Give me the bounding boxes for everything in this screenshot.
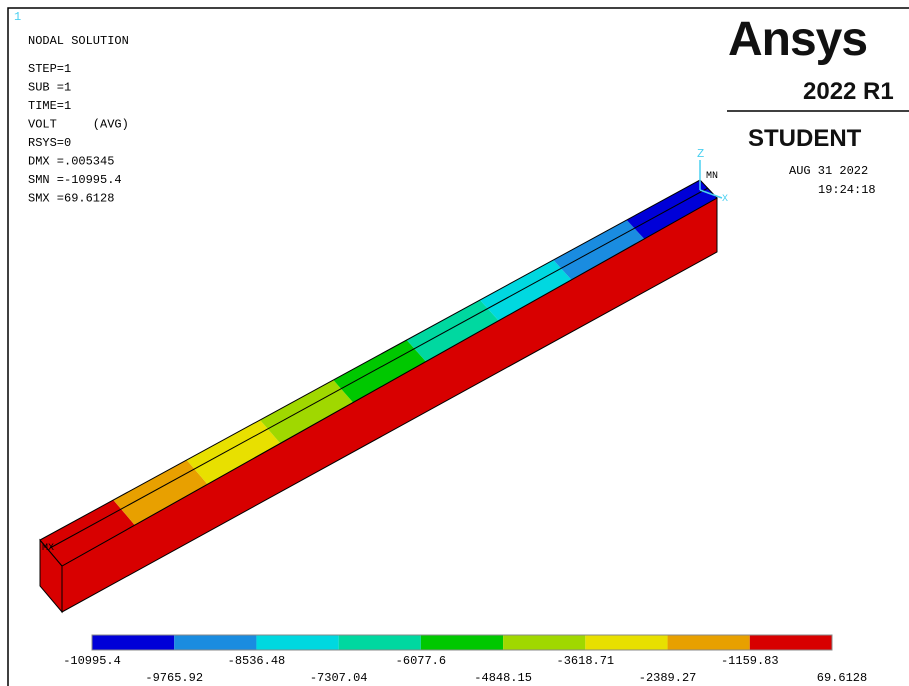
legend-label: -4848.15 [474,671,532,685]
legend-swatch [256,635,338,650]
legend-label: 69.6128 [817,671,867,685]
legend-swatch [750,635,832,650]
min-marker: MN [706,171,718,182]
date: AUG 31 2022 [789,164,868,178]
max-marker: MX [42,543,54,554]
legend-label: -1159.83 [721,654,779,668]
info-line: RSYS=0 [28,136,71,150]
logo-edition: STUDENT [748,125,862,152]
legend-label: -7307.04 [310,671,368,685]
info-line: TIME=1 [28,99,71,113]
legend-swatch [668,635,750,650]
info-line: SUB =1 [28,81,71,95]
legend-swatch [92,635,174,650]
axis-z-label: Z [697,147,704,161]
legend-label: -2389.27 [639,671,697,685]
legend-swatch [339,635,421,650]
info-title: NODAL SOLUTION [28,34,129,48]
legend-swatch [503,635,585,650]
legend-label: -8536.48 [228,654,286,668]
info-line: STEP=1 [28,62,71,76]
axis-x-label: X [722,194,728,205]
info-line: DMX =.005345 [28,155,114,169]
window-number: 1 [14,10,21,24]
legend-label: -10995.4 [63,654,121,668]
legend-swatch [421,635,503,650]
time: 19:24:18 [818,183,876,197]
logo-version: 2022 R1 [803,78,894,105]
viewport: 1 NODAL SOLUTION STEP=1 SUB =1 TIME=1 VOLT … [0,0,909,686]
logo-brand: Ansys [728,13,867,66]
legend-swatch [174,635,256,650]
legend-label: -3618.71 [557,654,615,668]
legend-swatch [585,635,667,650]
legend-label: -6077.6 [396,654,446,668]
legend-label: -9765.92 [145,671,203,685]
info-line: SMN =-10995.4 [28,173,122,187]
info-line: SMX =69.6128 [28,192,114,206]
info-line: VOLT (AVG) [28,118,129,132]
